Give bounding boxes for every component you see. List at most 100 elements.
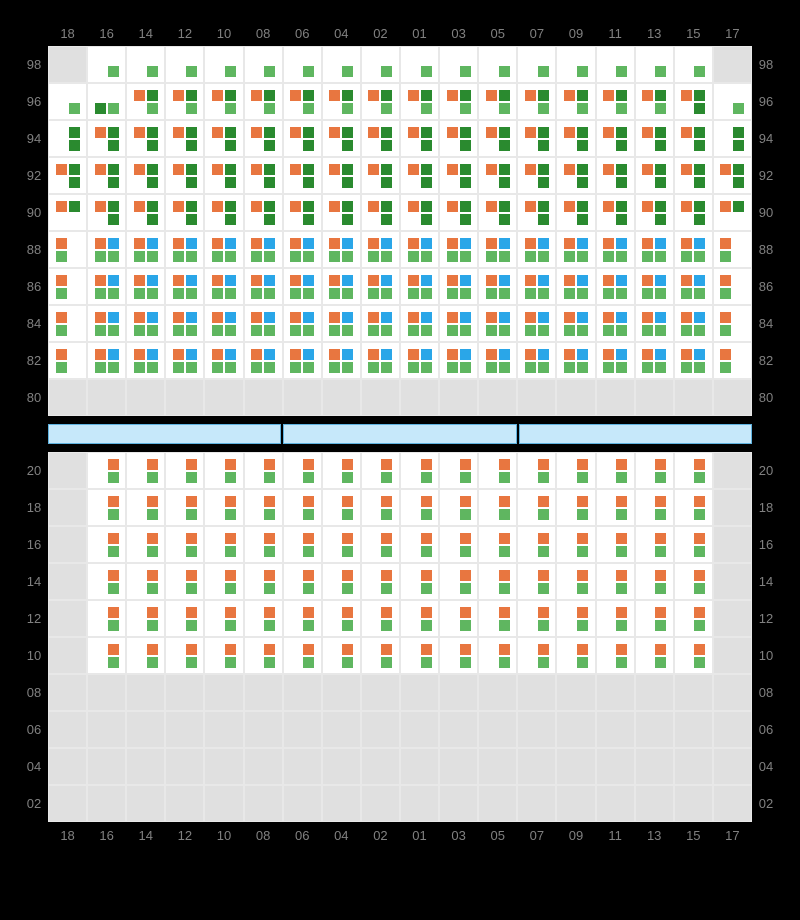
rack-cell <box>556 489 595 526</box>
slot-square <box>733 140 744 151</box>
slot-square <box>564 607 575 618</box>
slot-row-bottom <box>603 324 627 337</box>
slot-square <box>486 288 497 299</box>
slot-square <box>694 251 705 262</box>
slot-square <box>212 201 223 212</box>
slot-square <box>694 103 705 114</box>
slot-square <box>655 66 666 77</box>
slot-square <box>486 362 497 373</box>
rack-cell <box>126 120 165 157</box>
slot-square <box>525 177 536 188</box>
slot-square <box>212 607 223 618</box>
slot-square <box>603 583 614 594</box>
slot-row-bottom <box>368 139 392 152</box>
slot-row-top <box>173 532 197 545</box>
rack-cell <box>283 526 322 563</box>
slot-row-bottom <box>212 508 236 521</box>
slot-square <box>681 177 692 188</box>
slot-row-bottom <box>368 471 392 484</box>
slot-row-bottom <box>212 619 236 632</box>
rack-cell <box>244 748 283 785</box>
slot-square <box>134 251 145 262</box>
slot-square <box>447 325 458 336</box>
slot-square <box>251 509 262 520</box>
slot-square <box>147 607 158 618</box>
slot-square <box>303 66 314 77</box>
slot-square <box>186 607 197 618</box>
slot-square <box>264 533 275 544</box>
slot-square <box>108 164 119 175</box>
slot-square <box>733 164 744 175</box>
slot-square <box>134 570 145 581</box>
slot-row-bottom <box>564 508 588 521</box>
slot-square <box>694 362 705 373</box>
slot-square <box>681 644 692 655</box>
slot-square <box>303 607 314 618</box>
slot-row-top <box>95 89 119 102</box>
slot-square <box>342 53 353 64</box>
rack-cell <box>478 748 517 785</box>
slot-square <box>290 214 301 225</box>
slot-square <box>368 509 379 520</box>
slot-square <box>642 509 653 520</box>
slot-square <box>655 349 666 360</box>
slot-row-bottom <box>681 508 705 521</box>
slot-square <box>303 325 314 336</box>
slot-square <box>368 644 379 655</box>
slot-row-bottom <box>251 545 275 558</box>
row-label: 82 <box>20 342 48 379</box>
slot-square <box>381 509 392 520</box>
slot-row-bottom <box>368 361 392 374</box>
slot-row-bottom <box>212 545 236 558</box>
rack-row: 8484 <box>20 305 780 342</box>
slot-square <box>147 53 158 64</box>
slot-row-bottom <box>134 250 158 263</box>
rack-cell <box>204 46 243 83</box>
slot-square <box>173 472 184 483</box>
slot-square <box>342 362 353 373</box>
slot-square <box>499 164 510 175</box>
slot-square <box>225 509 236 520</box>
slot-square <box>538 177 549 188</box>
rack-cell <box>165 526 204 563</box>
slot-square <box>381 140 392 151</box>
slot-square <box>525 275 536 286</box>
slot-row-bottom <box>368 619 392 632</box>
slot-square <box>486 496 497 507</box>
slot-square <box>538 533 549 544</box>
slot-square <box>147 127 158 138</box>
slot-square <box>577 496 588 507</box>
slot-row-bottom <box>525 213 549 226</box>
slot-square <box>525 312 536 323</box>
slot-row-top <box>564 606 588 619</box>
slot-row-bottom <box>56 139 80 152</box>
rack-cell <box>556 785 595 822</box>
slot-square <box>381 533 392 544</box>
slot-square <box>95 177 106 188</box>
slot-square <box>108 238 119 249</box>
rack-cell <box>244 637 283 674</box>
rack-cell <box>517 46 556 83</box>
slot-square <box>538 201 549 212</box>
row-label: 84 <box>20 305 48 342</box>
slot-square <box>681 53 692 64</box>
slot-square <box>108 533 119 544</box>
slot-square <box>525 472 536 483</box>
slot-square <box>655 201 666 212</box>
slot-square <box>720 325 731 336</box>
slot-row-top <box>603 89 627 102</box>
slot-square <box>342 583 353 594</box>
slot-square <box>108 127 119 138</box>
slot-square <box>212 177 223 188</box>
slot-row-top <box>329 89 353 102</box>
slot-square <box>212 103 223 114</box>
slot-square <box>525 583 536 594</box>
rack-cell <box>165 711 204 748</box>
slot-row-top <box>408 606 432 619</box>
slot-square <box>368 607 379 618</box>
slot-square <box>225 570 236 581</box>
slot-square <box>264 546 275 557</box>
slot-row-top <box>447 237 471 250</box>
slot-row-bottom <box>173 65 197 78</box>
slot-square <box>251 472 262 483</box>
